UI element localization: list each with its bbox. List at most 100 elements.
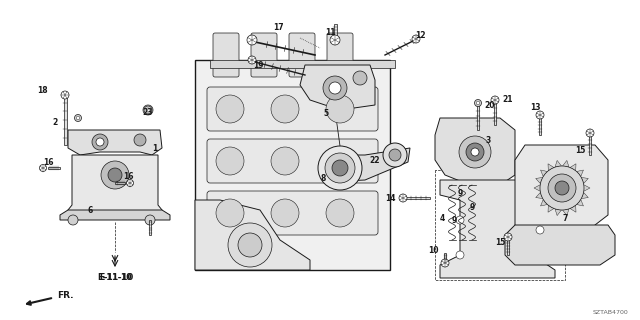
FancyBboxPatch shape bbox=[327, 33, 353, 77]
Circle shape bbox=[441, 259, 449, 267]
Circle shape bbox=[144, 106, 152, 114]
Polygon shape bbox=[477, 102, 479, 130]
Text: 10: 10 bbox=[428, 245, 438, 254]
Circle shape bbox=[399, 194, 407, 202]
FancyBboxPatch shape bbox=[251, 33, 277, 77]
Circle shape bbox=[540, 166, 584, 210]
Text: FR.: FR. bbox=[27, 291, 73, 305]
Circle shape bbox=[586, 129, 594, 137]
Polygon shape bbox=[555, 209, 561, 216]
Polygon shape bbox=[536, 192, 543, 198]
Polygon shape bbox=[48, 167, 60, 169]
Circle shape bbox=[146, 108, 150, 112]
Circle shape bbox=[247, 35, 257, 45]
Text: 9: 9 bbox=[458, 188, 463, 197]
Circle shape bbox=[330, 35, 340, 45]
Circle shape bbox=[228, 223, 272, 267]
Text: 12: 12 bbox=[415, 30, 425, 39]
Polygon shape bbox=[534, 185, 540, 191]
Polygon shape bbox=[333, 24, 337, 42]
Circle shape bbox=[76, 116, 80, 120]
Circle shape bbox=[248, 56, 256, 64]
Text: 22: 22 bbox=[370, 156, 380, 164]
Circle shape bbox=[325, 153, 355, 183]
Circle shape bbox=[389, 149, 401, 161]
Circle shape bbox=[145, 215, 155, 225]
Polygon shape bbox=[115, 182, 125, 184]
Polygon shape bbox=[300, 65, 375, 110]
Circle shape bbox=[326, 147, 354, 175]
Text: 23: 23 bbox=[143, 108, 153, 116]
Circle shape bbox=[383, 143, 407, 167]
Polygon shape bbox=[541, 170, 547, 177]
FancyBboxPatch shape bbox=[213, 33, 239, 77]
Polygon shape bbox=[584, 185, 590, 191]
Text: 20: 20 bbox=[484, 100, 495, 109]
Wedge shape bbox=[143, 105, 153, 115]
Circle shape bbox=[74, 115, 81, 122]
Polygon shape bbox=[507, 237, 509, 255]
Circle shape bbox=[504, 233, 512, 241]
Circle shape bbox=[108, 168, 122, 182]
Circle shape bbox=[271, 95, 299, 123]
Text: 5: 5 bbox=[323, 108, 328, 117]
Polygon shape bbox=[195, 200, 310, 270]
Text: SZTAB4700: SZTAB4700 bbox=[592, 309, 628, 315]
Text: 9: 9 bbox=[469, 203, 475, 212]
Polygon shape bbox=[577, 170, 584, 177]
Circle shape bbox=[326, 199, 354, 227]
Polygon shape bbox=[570, 164, 576, 171]
Circle shape bbox=[548, 174, 576, 202]
Circle shape bbox=[318, 146, 362, 190]
Circle shape bbox=[216, 147, 244, 175]
Circle shape bbox=[127, 180, 134, 187]
Text: E-11-10: E-11-10 bbox=[99, 274, 131, 283]
Circle shape bbox=[101, 161, 129, 189]
Circle shape bbox=[68, 215, 78, 225]
Text: E-11-10: E-11-10 bbox=[97, 274, 133, 283]
Circle shape bbox=[536, 111, 544, 119]
Polygon shape bbox=[493, 100, 496, 125]
Text: 16: 16 bbox=[43, 157, 53, 166]
Polygon shape bbox=[548, 205, 554, 212]
Circle shape bbox=[271, 147, 299, 175]
Polygon shape bbox=[149, 220, 151, 235]
Polygon shape bbox=[563, 160, 569, 167]
Circle shape bbox=[332, 160, 348, 176]
Polygon shape bbox=[68, 155, 162, 218]
Circle shape bbox=[456, 251, 464, 259]
Polygon shape bbox=[210, 60, 395, 68]
Polygon shape bbox=[577, 199, 584, 206]
Text: 21: 21 bbox=[503, 94, 513, 103]
Polygon shape bbox=[581, 178, 588, 184]
Polygon shape bbox=[195, 60, 390, 270]
Text: 3: 3 bbox=[485, 135, 491, 145]
Circle shape bbox=[412, 35, 420, 43]
Text: 2: 2 bbox=[52, 117, 58, 126]
Text: 6: 6 bbox=[88, 205, 93, 214]
Polygon shape bbox=[444, 253, 446, 263]
Circle shape bbox=[459, 136, 491, 168]
Polygon shape bbox=[440, 180, 560, 278]
Circle shape bbox=[353, 71, 367, 85]
Circle shape bbox=[134, 134, 146, 146]
Polygon shape bbox=[541, 199, 547, 206]
FancyBboxPatch shape bbox=[207, 87, 378, 131]
Polygon shape bbox=[60, 210, 170, 220]
Circle shape bbox=[96, 138, 104, 146]
Polygon shape bbox=[505, 225, 615, 265]
Text: 14: 14 bbox=[385, 194, 396, 203]
Polygon shape bbox=[555, 160, 561, 167]
Text: 16: 16 bbox=[123, 172, 133, 180]
Circle shape bbox=[216, 199, 244, 227]
FancyBboxPatch shape bbox=[207, 139, 378, 183]
Circle shape bbox=[216, 95, 244, 123]
Circle shape bbox=[92, 134, 108, 150]
Text: 4: 4 bbox=[440, 213, 445, 222]
Circle shape bbox=[466, 143, 484, 161]
Text: 13: 13 bbox=[530, 102, 540, 111]
Text: 8: 8 bbox=[320, 173, 326, 182]
Text: 7: 7 bbox=[563, 213, 568, 222]
Circle shape bbox=[456, 216, 464, 224]
Text: 1: 1 bbox=[152, 143, 157, 153]
